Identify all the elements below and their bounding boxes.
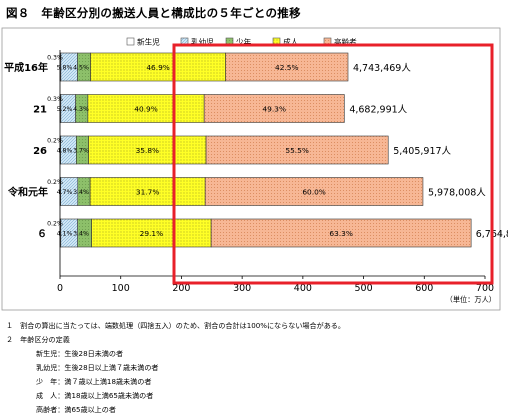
data-label-infant: 4.7%: [57, 189, 73, 196]
unit-label: （単位：万人）: [446, 295, 496, 304]
x-tick-label: 700: [476, 283, 494, 294]
data-label-newborn: 0.3%: [47, 96, 63, 103]
bar-segment-adult: [91, 218, 212, 248]
bar-segment-elderly: [225, 52, 349, 82]
category-label: 平成16年: [4, 61, 48, 74]
x-tick-label: 300: [233, 283, 251, 294]
bar-segment-adult: [87, 94, 205, 123]
bar-segment-elderly: [204, 177, 424, 206]
bar-segment-adult: [89, 177, 206, 206]
data-label-youth: 4.5%: [73, 65, 89, 72]
total-label: 5,405,917人: [393, 146, 451, 157]
data-label-infant: 5.8%: [57, 65, 73, 72]
category-label: 26: [33, 146, 47, 157]
data-label-newborn: 0.3%: [47, 55, 63, 62]
figure-title: 図８ 年齢区分別の搬送人員と構成比の５年ごとの推移: [6, 6, 301, 20]
x-tick-label: 600: [415, 283, 433, 294]
data-label-adult: 46.9%: [146, 63, 169, 72]
x-tick-label: 0: [57, 283, 63, 294]
data-label-adult: 29.1%: [140, 229, 163, 238]
plot-frame: [1, 27, 501, 311]
data-label-newborn: 0.2%: [47, 221, 63, 228]
data-label-elderly: 42.5%: [275, 63, 298, 72]
x-tick-label: 200: [172, 283, 190, 294]
legend-label-elderly: 高齢者: [334, 37, 357, 47]
bar-segment-adult: [90, 52, 226, 82]
data-label-infant: 5.2%: [57, 106, 73, 113]
category-label: 令和元年: [7, 186, 48, 199]
definition-infant: 乳幼児：生後28日以上満７歳未満の者: [36, 363, 159, 372]
data-label-youth: 4.3%: [73, 106, 89, 113]
definition-adult: 成 人：満18歳以上満65歳未満の者: [36, 391, 154, 400]
data-label-adult: 31.7%: [136, 188, 159, 197]
data-label-elderly: 55.5%: [285, 146, 308, 155]
bar-segment-elderly: [210, 218, 472, 248]
x-tick-label: 400: [294, 283, 312, 294]
data-label-infant: 4.8%: [57, 148, 73, 155]
data-label-adult: 40.9%: [134, 105, 157, 114]
highlight-box: [172, 43, 494, 285]
legend-label-adult: 成人: [283, 37, 299, 47]
legend-label-newborn: 新生児: [137, 37, 160, 47]
total-label: 4,743,469人: [353, 63, 411, 74]
total-label: 5,978,008人: [428, 188, 486, 199]
legend-label-infant: 乳幼児: [191, 37, 214, 47]
category-label: 21: [33, 105, 47, 116]
data-label-elderly: 63.3%: [329, 229, 352, 238]
data-label-elderly: 49.3%: [262, 105, 285, 114]
category-label: ６: [37, 228, 47, 240]
data-label-youth: 3.4%: [73, 231, 89, 238]
legend-label-youth: 少年: [236, 37, 252, 47]
total-label: 4,682,991人: [349, 105, 407, 116]
data-label-newborn: 0.2%: [47, 138, 63, 145]
data-label-youth: 3.7%: [73, 148, 89, 155]
legend-swatch-newborn: [126, 37, 135, 46]
x-axis: 0 100 200 300 400 500 600 700（単位：万人）: [57, 50, 496, 304]
data-label-infant: 4.1%: [57, 231, 73, 238]
bar-segment-elderly: [205, 135, 389, 165]
data-label-adult: 35.8%: [136, 146, 159, 155]
definition-youth: 少 年：満７歳以上満18歳未満の者: [36, 377, 152, 386]
data-label-youth: 3.4%: [73, 189, 89, 196]
data-label-elderly: 60.0%: [302, 188, 325, 197]
footnote-2: ２ 年齢区分の定義: [6, 335, 70, 344]
x-tick-label: 100: [112, 283, 130, 294]
data-label-newborn: 0.2%: [47, 179, 63, 186]
x-tick-label: 500: [355, 283, 373, 294]
footnotes: １ 割合の算出に当たっては、端数処理（四捨五入）のため、割合の合計は100%にな…: [6, 319, 345, 417]
definition-elderly: 高齢者：満65歳以上の者: [36, 405, 116, 414]
bar-segment-adult: [88, 135, 207, 165]
footnote-1: １ 割合の算出に当たっては、端数処理（四捨五入）のため、割合の合計は100%にな…: [6, 321, 345, 330]
definition-newborn: 新生児：生後28日未満の者: [36, 349, 124, 358]
bar-segment-elderly: [203, 94, 345, 123]
